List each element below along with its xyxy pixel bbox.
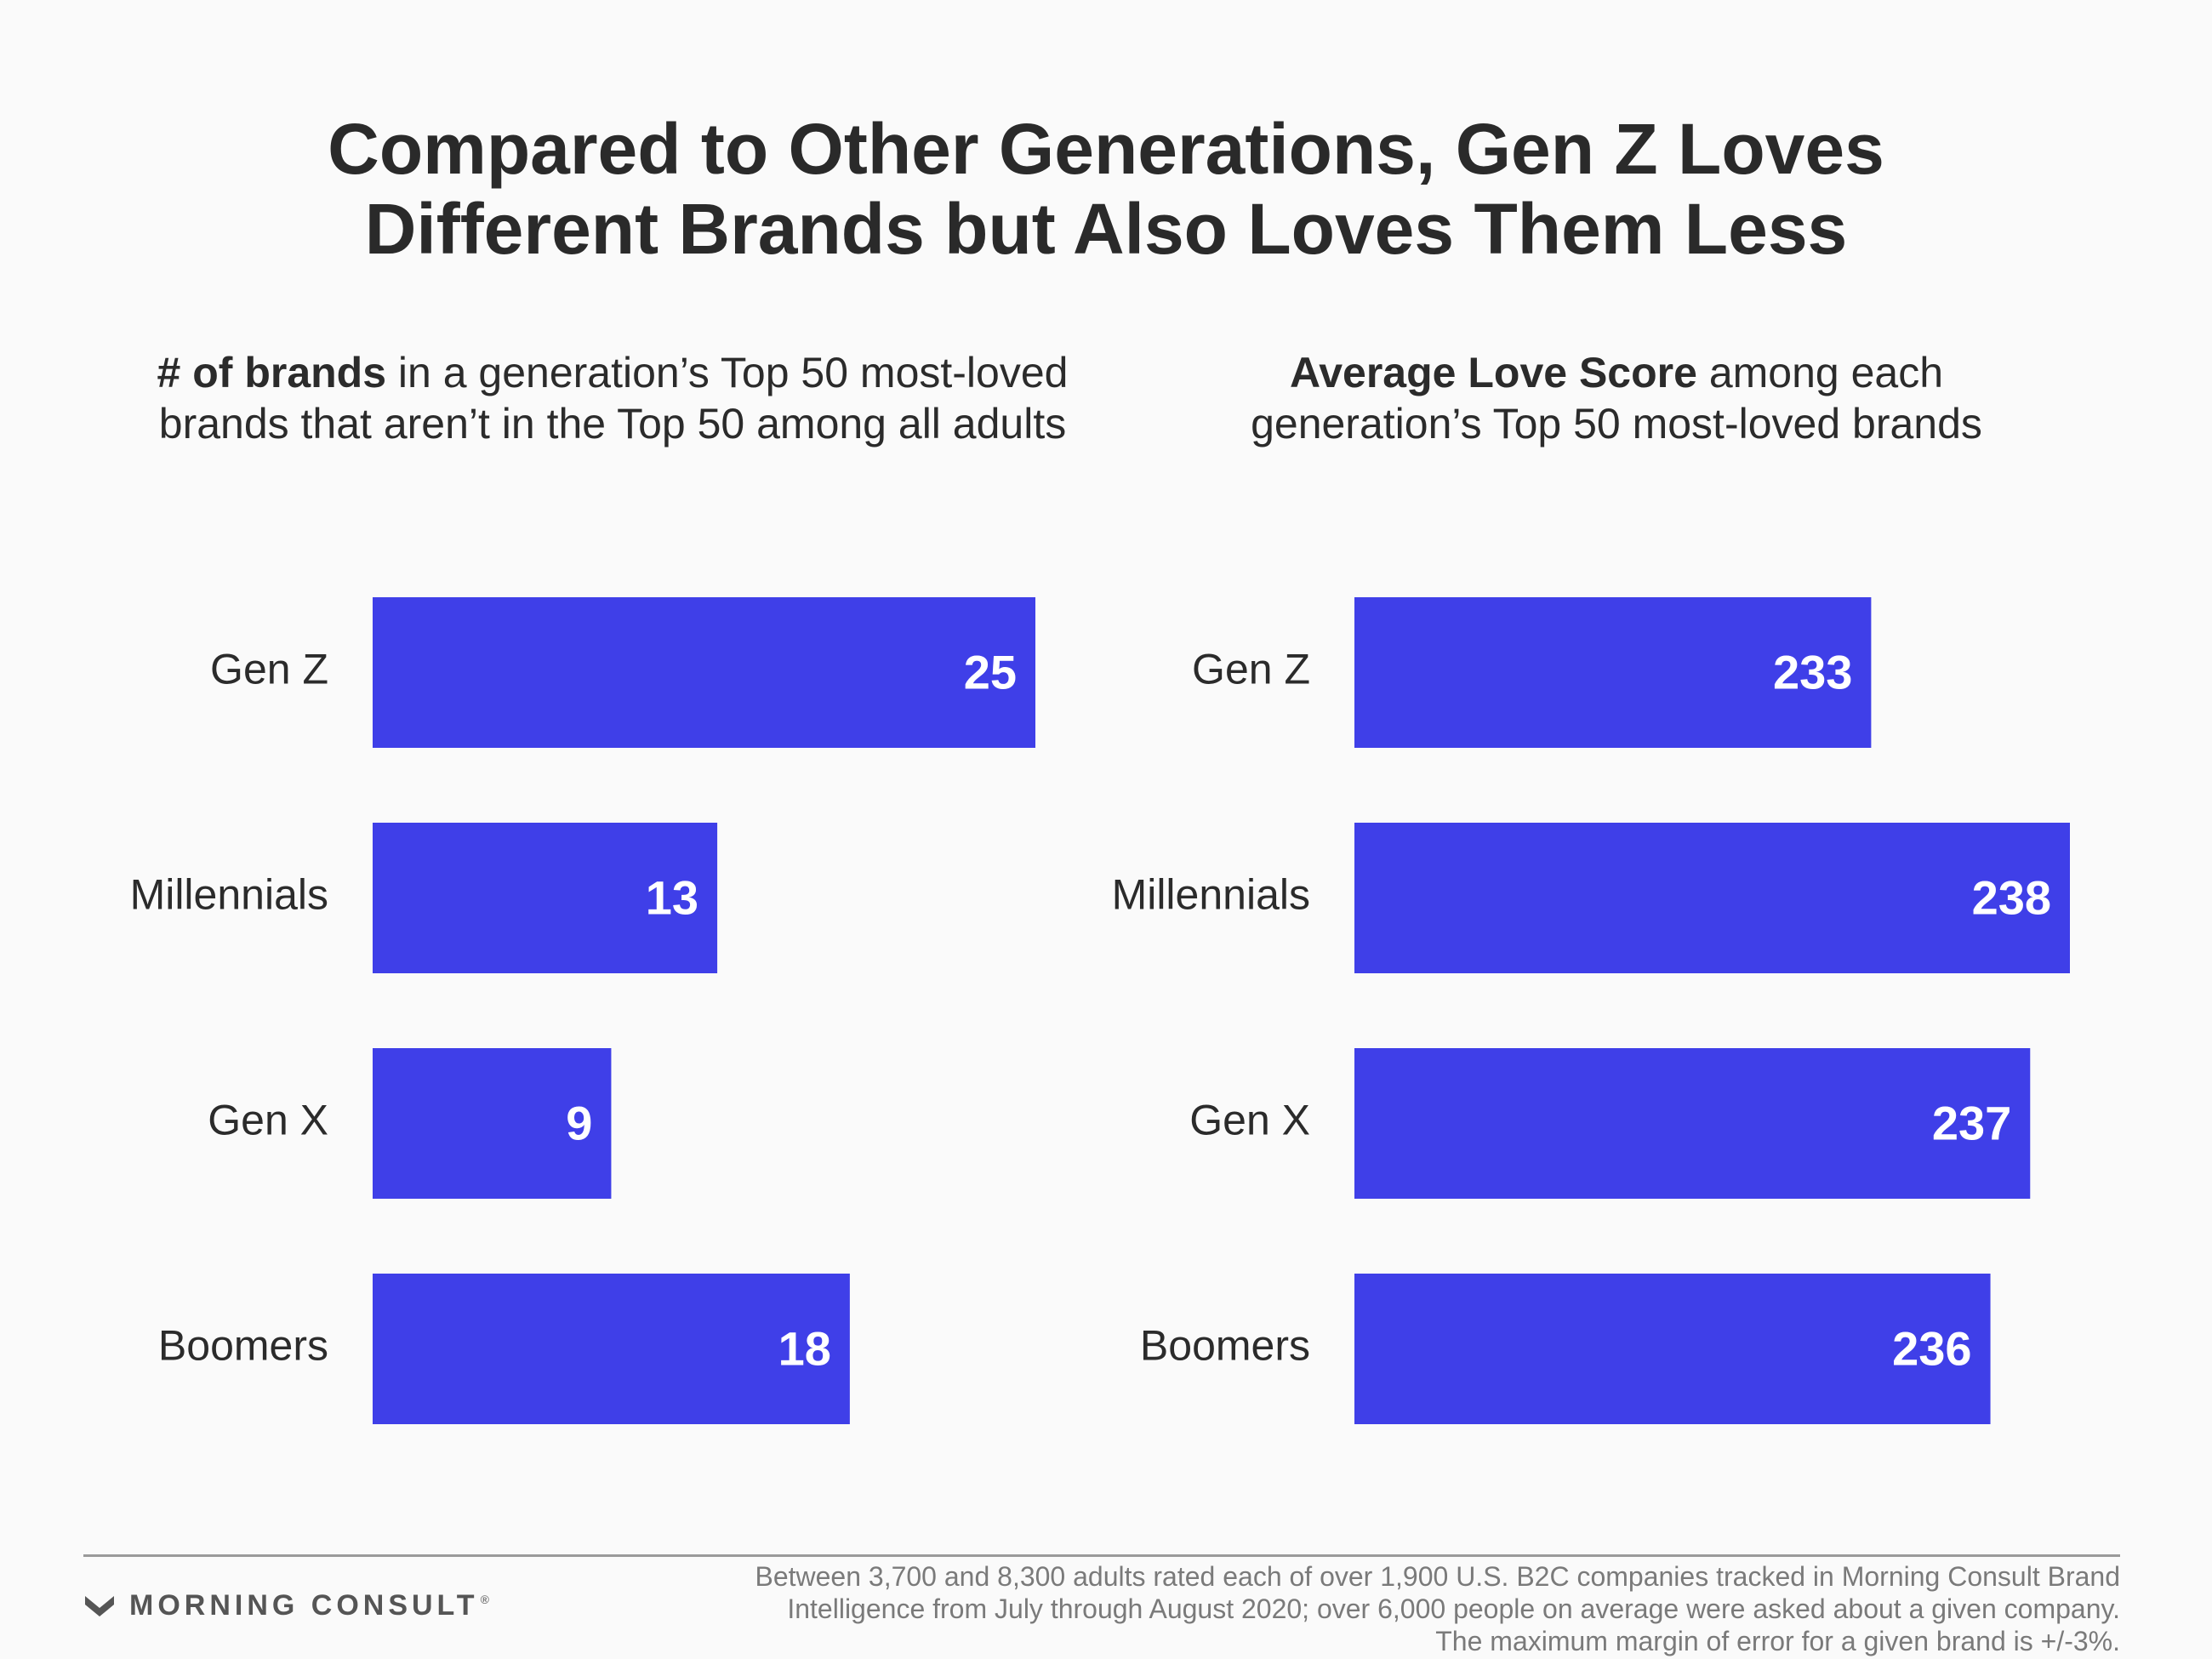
left-bar-chart: Gen Z 25 Millennials 13 Gen X 9 Boomers 18 xyxy=(130,597,1035,1424)
right-bar-gen-z xyxy=(1354,597,1872,748)
logo-wordmark: MORNING CONSULT xyxy=(129,1588,479,1622)
right-category-label-millennials: Millennials xyxy=(1112,871,1310,919)
morning-consult-logo: MORNING CONSULT ® xyxy=(83,1584,493,1627)
left-panel-subtitle: # of brands in a generation’s Top 50 mos… xyxy=(102,347,1123,449)
footer-divider xyxy=(83,1554,2120,1557)
left-bar-millennials xyxy=(373,823,718,973)
right-category-label-gen-x: Gen X xyxy=(1189,1097,1310,1144)
left-subtitle-line-2: brands that aren’t in the Top 50 among a… xyxy=(158,400,1067,448)
left-subtitle-rest: in a generation’s Top 50 most-loved xyxy=(386,349,1069,396)
right-panel-subtitle: Average Love Score among each generation… xyxy=(1106,347,2127,449)
left-subtitle-line-1: # of brands in a generation’s Top 50 mos… xyxy=(102,347,1123,398)
left-category-label-gen-x: Gen X xyxy=(208,1097,328,1144)
methodology-note-line-3: The maximum margin of error for a given … xyxy=(1435,1626,2120,1656)
right-bar-gen-x xyxy=(1354,1048,2031,1199)
right-subtitle-line-1: Average Love Score among each xyxy=(1106,347,2127,398)
methodology-note: Between 3,700 and 8,300 adults rated eac… xyxy=(674,1560,2120,1657)
right-bar-boomers xyxy=(1354,1274,1991,1424)
chart-title-line-2: Different Brands but Also Loves Them Les… xyxy=(364,189,1848,269)
right-value-label-boomers: 236 xyxy=(1892,1321,1971,1375)
methodology-note-line-1: Between 3,700 and 8,300 adults rated eac… xyxy=(755,1561,2120,1592)
chart-title: Compared to Other Generations, Gen Z Lov… xyxy=(0,109,2212,269)
left-category-label-millennials: Millennials xyxy=(130,871,328,919)
left-category-label-gen-z: Gen Z xyxy=(210,646,328,693)
left-category-label-boomers: Boomers xyxy=(158,1322,328,1370)
right-subtitle-bold: Average Love Score xyxy=(1289,349,1697,396)
right-value-label-gen-z: 233 xyxy=(1773,645,1852,698)
left-bar-gen-z xyxy=(373,597,1035,748)
right-bar-chart: Gen Z 233 Millennials 238 Gen X 237 Boomers 236 xyxy=(1112,597,2070,1424)
logo-text: MORNING CONSULT ® xyxy=(129,1589,493,1622)
right-category-label-boomers: Boomers xyxy=(1140,1322,1310,1370)
registered-mark: ® xyxy=(480,1593,493,1607)
left-bar-boomers xyxy=(373,1274,850,1424)
right-value-label-millennials: 238 xyxy=(1972,870,2051,924)
left-bar-gen-x xyxy=(373,1048,612,1199)
methodology-note-line-2: Intelligence from July through August 20… xyxy=(787,1593,2120,1624)
right-value-label-gen-x: 237 xyxy=(1932,1096,2011,1149)
left-value-label-gen-z: 25 xyxy=(964,645,1017,698)
left-value-label-millennials: 13 xyxy=(646,870,698,924)
left-subtitle-bold: # of brands xyxy=(157,349,387,396)
right-subtitle-rest: among each xyxy=(1696,349,1944,396)
right-bar-millennials xyxy=(1354,823,2070,973)
left-value-label-gen-x: 9 xyxy=(566,1096,592,1149)
left-value-label-boomers: 18 xyxy=(778,1321,831,1375)
chart-title-line-1: Compared to Other Generations, Gen Z Lov… xyxy=(328,109,1884,189)
right-category-label-gen-z: Gen Z xyxy=(1192,646,1310,693)
right-subtitle-line-2: generation’s Top 50 most-loved brands xyxy=(1251,400,1982,448)
morning-consult-logo-icon xyxy=(85,1596,114,1616)
